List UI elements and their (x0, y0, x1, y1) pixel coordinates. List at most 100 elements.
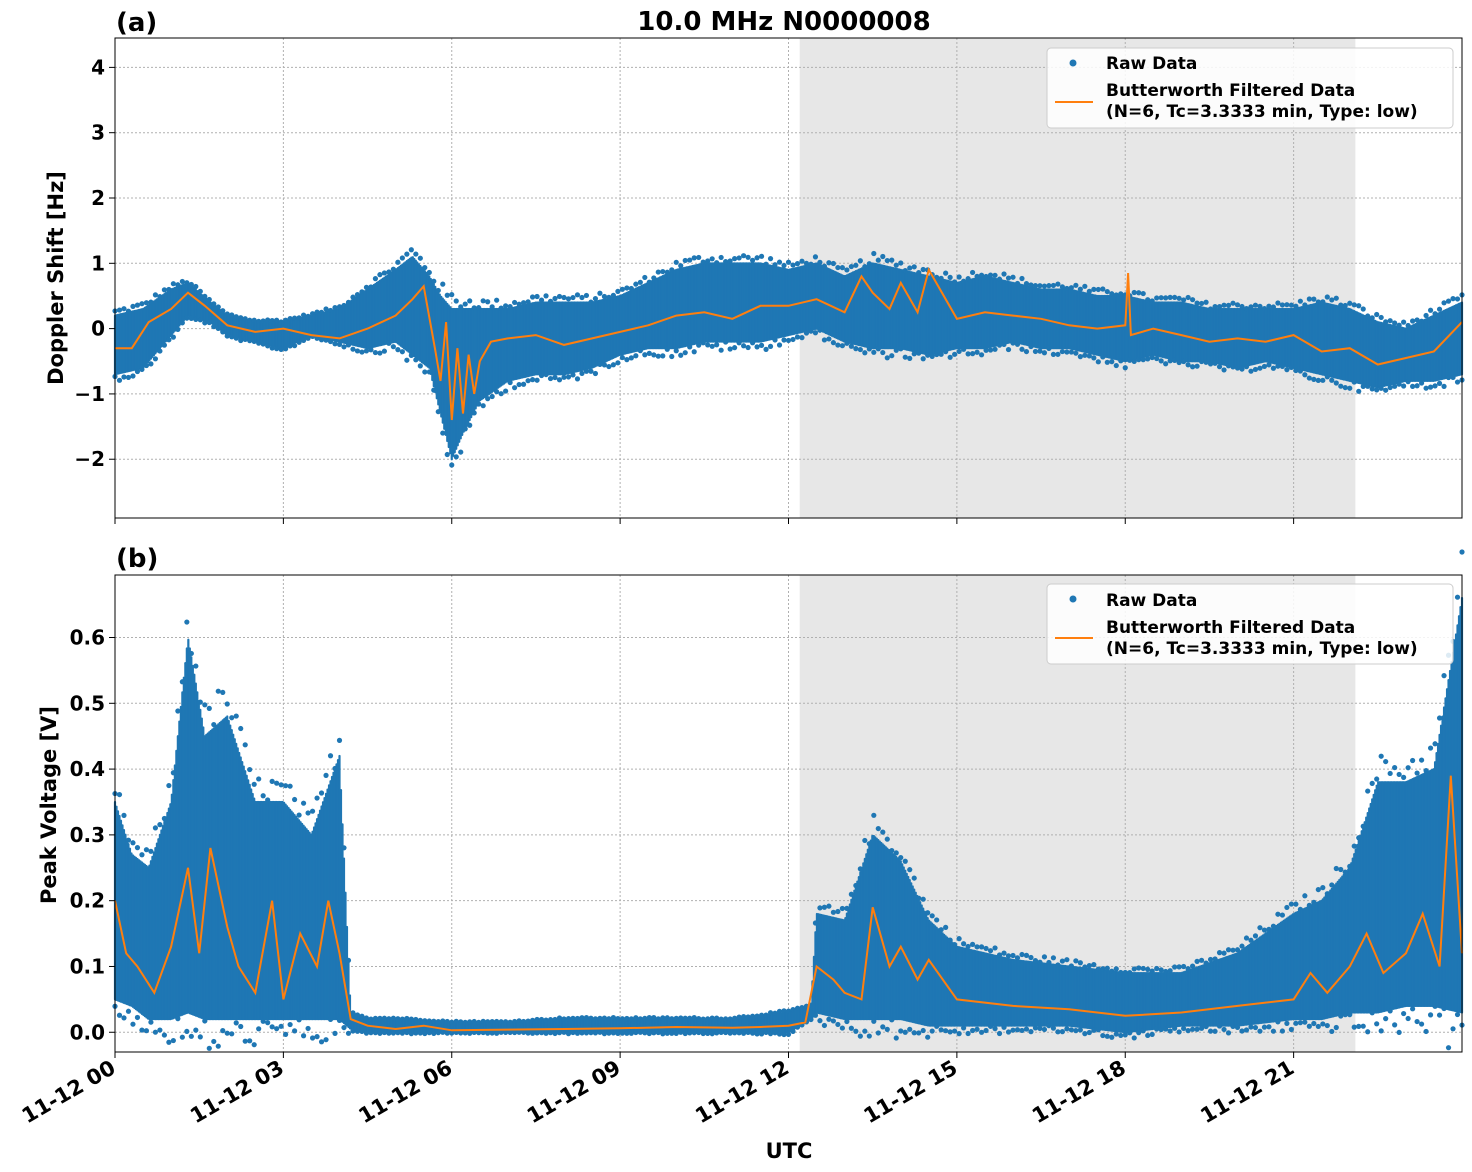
raw-data-point (1257, 303, 1263, 309)
raw-data-point (1365, 1029, 1371, 1035)
raw-data-point (1050, 955, 1057, 961)
raw-data-point (381, 348, 387, 354)
raw-data-point (233, 1020, 239, 1026)
raw-data-point (332, 341, 338, 347)
raw-data-point (853, 262, 859, 268)
legend-raw-label: Raw Data (1106, 54, 1197, 74)
raw-data-point (884, 1026, 890, 1032)
raw-data-point (1234, 302, 1241, 308)
raw-data-point (449, 292, 455, 298)
raw-data-point (871, 250, 877, 257)
raw-data-point (754, 255, 760, 261)
raw-data-point (125, 837, 132, 843)
raw-data-point (372, 276, 379, 282)
raw-data-point (745, 344, 751, 351)
raw-data-point (1064, 957, 1070, 963)
raw-data-point (583, 368, 590, 374)
raw-data-point (170, 281, 176, 287)
raw-data-point (983, 945, 989, 952)
raw-data-point (1023, 952, 1030, 958)
raw-data-point (880, 349, 886, 356)
raw-data-point (884, 257, 890, 264)
raw-data-point (1167, 294, 1173, 300)
raw-data-point (1338, 383, 1344, 389)
raw-data-point (251, 781, 257, 787)
raw-data-point (812, 1012, 819, 1018)
raw-data-point (404, 357, 410, 363)
raw-data-point (705, 342, 711, 348)
raw-data-point (1311, 296, 1317, 302)
y-tick-label: 0.5 (70, 691, 105, 715)
raw-data-point (1333, 295, 1339, 301)
raw-data-point (767, 256, 774, 262)
raw-data-point (1100, 1032, 1106, 1039)
raw-data-point (1252, 933, 1259, 939)
raw-data-point (902, 858, 908, 864)
raw-data-point (978, 352, 985, 358)
raw-data-point (1221, 1026, 1227, 1033)
raw-data-point (292, 1028, 298, 1034)
raw-data-point (1392, 764, 1398, 771)
raw-data-point (1216, 364, 1223, 370)
raw-data-point (687, 257, 693, 263)
raw-data-point (1288, 901, 1294, 907)
raw-data-point (610, 362, 616, 368)
raw-data-point (1387, 770, 1393, 777)
raw-data-point (655, 269, 661, 275)
raw-data-point (1266, 303, 1272, 309)
raw-data-point (794, 334, 801, 340)
raw-data-point (660, 353, 666, 359)
raw-data-point (1001, 271, 1007, 277)
raw-data-point (826, 903, 832, 909)
raw-data-point (1378, 1028, 1384, 1034)
raw-data-point (251, 1042, 257, 1048)
raw-data-point (619, 286, 625, 292)
raw-data-point (1028, 282, 1034, 288)
raw-data-point (826, 1016, 832, 1022)
raw-data-point (1252, 1024, 1259, 1031)
raw-data-point (1100, 286, 1106, 292)
raw-data-point (269, 778, 275, 784)
raw-data-point (978, 1029, 985, 1035)
panel-b-label: (b) (116, 544, 158, 574)
raw-data-point (911, 264, 917, 270)
raw-data-point (871, 812, 877, 818)
raw-data-point (1311, 376, 1317, 382)
raw-data-point (943, 270, 949, 276)
raw-data-point (121, 374, 127, 380)
raw-data-point (314, 1034, 320, 1040)
raw-data-point (1284, 302, 1290, 308)
raw-data-point (1216, 950, 1223, 956)
raw-data-point (202, 702, 208, 708)
raw-data-point (1279, 1028, 1285, 1034)
raw-data-point (556, 293, 563, 300)
raw-data-point (1302, 893, 1308, 899)
raw-data-point (215, 1043, 221, 1049)
raw-data-point (1392, 320, 1398, 326)
panel-b-legend: Raw Data Butterworth Filtered Data (N=6,… (1046, 583, 1454, 665)
raw-data-point (134, 1014, 141, 1021)
raw-data-point (1369, 386, 1375, 392)
raw-data-point (161, 342, 167, 348)
raw-data-point (1064, 1026, 1070, 1032)
raw-data-point (503, 388, 509, 394)
x-tick-labels: 11-12 00 11-12 03 11-12 06 11-12 09 11-12 12… (18, 1056, 1298, 1129)
raw-data-point (121, 812, 127, 819)
raw-data-point (889, 847, 895, 854)
raw-data-point (1320, 885, 1326, 891)
y-tick-label: 2 (91, 186, 105, 210)
raw-data-point (1037, 283, 1043, 289)
raw-data-point (1010, 274, 1016, 280)
raw-data-point (318, 1039, 325, 1045)
raw-data-point (974, 349, 980, 355)
raw-data-point (745, 254, 751, 260)
raw-data-point (1091, 286, 1097, 292)
raw-data-point (799, 335, 805, 341)
raw-data-point (143, 1028, 150, 1034)
raw-data-point (1104, 965, 1110, 971)
raw-data-point (143, 847, 150, 853)
raw-data-point (965, 943, 971, 950)
raw-data-point (197, 699, 203, 705)
raw-data-point (1270, 1028, 1277, 1034)
raw-data-point (179, 320, 185, 326)
